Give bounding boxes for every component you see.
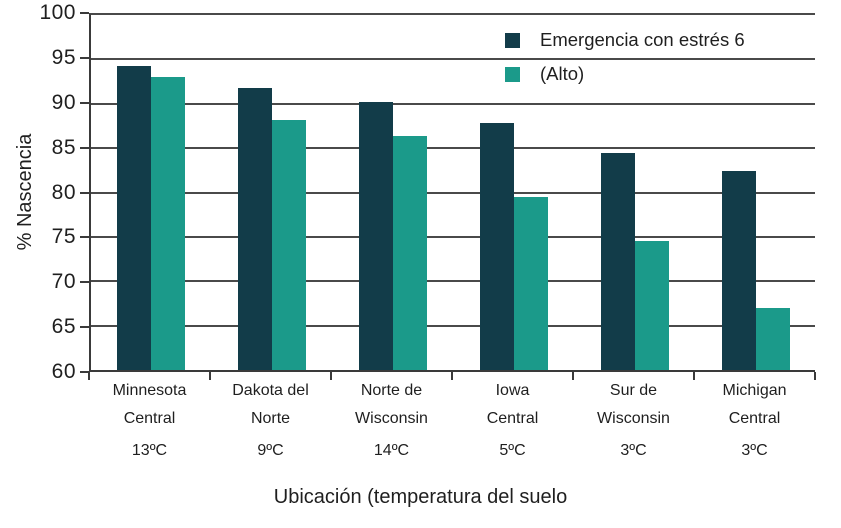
category-label-2-temperature: 9ºC [257, 442, 284, 459]
series-2-color-swatch [505, 66, 520, 82]
bar-series2-5 [635, 241, 669, 370]
x-axis-title: Ubicación (temperatura del suelo [273, 486, 568, 508]
y-tick-label-90: 90 [51, 90, 76, 114]
y-tick-mark-65 [80, 326, 89, 329]
y-tick-mark-80 [80, 191, 89, 194]
gridline-90 [91, 102, 815, 105]
category-label-3: Norte de Wisconsin 14ºC [331, 377, 452, 465]
y-tick-label-100: 100 [39, 1, 76, 24]
x-tick-mark-2 [330, 372, 332, 380]
gridline-80 [91, 191, 815, 194]
bar-series2-1 [151, 77, 185, 370]
x-tick-mark-0 [88, 372, 90, 380]
x-axis-category-labels: Minnesota Central 13ºC Dakota del Norte 9ºC No… [89, 377, 815, 465]
category-label-3-line-1: Norte de [360, 382, 423, 399]
x-tick-mark-5 [693, 372, 695, 380]
y-tick-mark-100 [80, 12, 89, 14]
category-label-1-line-1: Minnesota [112, 382, 187, 399]
category-label-6-line-1: Michigan [722, 382, 787, 399]
legend-item-series-2: (Alto) [505, 59, 745, 89]
category-label-6: Michigan Central 3ºC [694, 377, 815, 465]
category-label-4-line-1: Iowa [495, 382, 530, 399]
bar-series1-5 [601, 153, 635, 370]
bar-series1-6 [722, 171, 756, 370]
bar-series1-2 [238, 87, 272, 370]
gridline-95 [91, 58, 815, 61]
category-label-5-line-1: Sur de [609, 382, 658, 399]
y-tick-label-60: 60 [51, 360, 76, 383]
gridline-75 [91, 235, 815, 238]
x-tick-mark-3 [451, 372, 453, 380]
x-tick-mark-1 [209, 372, 211, 380]
legend-label-series-2: (Alto) [540, 63, 585, 84]
x-tick-mark-4 [572, 372, 574, 380]
y-tick-label-95: 95 [51, 45, 76, 69]
category-label-1: Minnesota Central 13ºC [89, 377, 210, 465]
legend-item-series-1: Emergencia con estrés 6 [505, 25, 745, 55]
category-label-2: Dakota del Norte 9ºC [210, 377, 331, 465]
bar-group-1 [91, 15, 212, 370]
bar-series1-3 [359, 101, 393, 370]
category-label-3-temperature: 14ºC [373, 442, 410, 459]
category-label-6-line-2: Central [728, 410, 781, 427]
gridline-70 [91, 280, 815, 283]
y-tick-label-85: 85 [51, 135, 76, 159]
y-tick-mark-85 [80, 146, 89, 149]
bar-group-5 [575, 15, 696, 370]
category-label-2-line-2: Norte [250, 410, 291, 427]
y-tick-label-70: 70 [51, 270, 76, 294]
bar-group-3 [333, 15, 454, 370]
bar-series1-1 [117, 65, 151, 370]
bar-group-4 [454, 15, 575, 370]
category-label-5-line-2: Wisconsin [597, 410, 670, 427]
legend: Emergencia con estrés 6 (Alto) [505, 25, 745, 93]
y-tick-mark-90 [80, 101, 89, 104]
series-1-color-swatch [505, 32, 520, 48]
category-label-4-line-2: Central [486, 410, 539, 427]
bar-group-2 [212, 15, 333, 370]
y-tick-mark-75 [80, 236, 89, 239]
gridline-85 [91, 147, 815, 150]
bar-series2-6 [756, 307, 790, 370]
category-label-4-temperature: 5ºC [499, 442, 526, 459]
y-tick-label-75: 75 [51, 225, 76, 249]
category-label-2-line-1: Dakota del [232, 382, 309, 399]
gridline-65 [91, 324, 815, 327]
bar-group-6 [696, 15, 817, 370]
category-label-1-line-2: Central [123, 410, 176, 427]
y-tick-label-80: 80 [51, 180, 76, 204]
plot-area [89, 13, 815, 372]
bar-series2-3 [393, 135, 427, 370]
category-label-4: Iowa Central 5ºC [452, 377, 573, 465]
bar-series1-4 [480, 123, 514, 370]
bar-series2-2 [272, 119, 306, 370]
category-label-3-line-2: Wisconsin [355, 410, 428, 427]
y-tick-mark-60 [80, 371, 89, 373]
category-label-5-temperature: 3ºC [620, 442, 647, 459]
y-tick-label-65: 65 [51, 315, 76, 339]
category-label-5: Sur de Wisconsin 3ºC [573, 377, 694, 465]
bar-series2-4 [514, 196, 548, 370]
y-tick-mark-95 [80, 56, 89, 59]
x-tick-mark-6 [814, 372, 816, 380]
category-label-6-temperature: 3ºC [741, 442, 768, 459]
category-label-1-temperature: 13ºC [131, 442, 168, 459]
y-tick-mark-70 [80, 281, 89, 284]
legend-label-series-1: Emergencia con estrés 6 [540, 29, 745, 50]
